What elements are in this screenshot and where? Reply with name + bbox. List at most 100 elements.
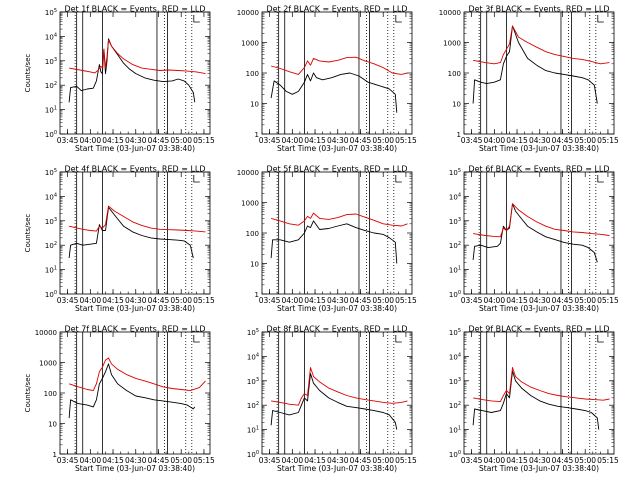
y-tick-label: 1 [457, 131, 461, 139]
plot-frame [59, 171, 211, 295]
x-tick-label: 05:15 [395, 136, 417, 145]
y-tick-label: 101 [449, 426, 461, 435]
x-tick-label: 05:15 [597, 296, 619, 305]
x-tick-label: 05:00 [170, 456, 192, 465]
panel-title: Det 3f BLACK = Events, RED = LLD [468, 5, 609, 14]
x-tick-label: 03:45 [259, 136, 281, 145]
x-tick-label: 04:45 [350, 296, 372, 305]
x-axis-label: Start Time (03-Jun-07 03:38:40) [479, 464, 599, 473]
y-tick-label: 100 [246, 230, 259, 238]
y-tick-label: 102 [247, 401, 259, 410]
x-tick-label: 04:15 [506, 296, 528, 305]
x-tick-label: 05:00 [170, 136, 192, 145]
x-axis-label: Start Time (03-Jun-07 03:38:40) [277, 464, 397, 473]
y-tick-label: 100 [45, 290, 57, 299]
series-group [270, 212, 408, 264]
x-tick-label: 04:30 [125, 456, 147, 465]
events-series-line [270, 373, 398, 430]
lld-series-line [270, 56, 408, 75]
x-tick-label: 04:15 [304, 296, 326, 305]
lld-series-line [271, 367, 408, 406]
x-tick-label: 04:45 [148, 136, 170, 145]
y-tick-label: 1000 [443, 40, 461, 48]
y-tick-label: 100 [44, 390, 57, 398]
x-tick-label: 03:45 [259, 456, 281, 465]
x-axis-label: Start Time (03-Jun-07 03:38:40) [277, 304, 397, 313]
lld-series-line [473, 25, 610, 65]
y-tick-label: 100 [246, 70, 259, 78]
x-tick-label: 04:30 [327, 136, 349, 145]
panel-title: Det 1f BLACK = Events, RED = LLD [64, 5, 205, 14]
x-tick-label: 04:30 [529, 296, 551, 305]
y-tick-label: 100 [448, 70, 461, 78]
x-tick-label: 04:30 [125, 136, 147, 145]
lld-series-line [270, 212, 408, 227]
x-axis-label: Start Time (03-Jun-07 03:38:40) [479, 304, 599, 313]
marker-lines [74, 172, 193, 294]
y-tick-label: 100 [449, 450, 461, 459]
y-tick-label: 103 [45, 217, 57, 226]
events-series-line [472, 25, 598, 104]
series-group [472, 203, 610, 263]
x-tick-label: 03:45 [57, 136, 79, 145]
plot-frame [463, 331, 615, 455]
y-tick-label: 1 [255, 131, 259, 139]
y-axis-label: Counts/sec [24, 54, 32, 93]
x-tick-label: 05:00 [574, 456, 596, 465]
x-tick-label: 05:00 [372, 456, 394, 465]
y-tick-label: 10000 [237, 169, 259, 177]
y-tick-label: 104 [247, 352, 259, 361]
bracket-marker [193, 335, 200, 343]
y-tick-label: 1 [53, 451, 57, 459]
bracket-marker [193, 175, 200, 183]
lld-series-line [69, 39, 206, 75]
y-tick-label: 101 [449, 266, 461, 275]
y-tick-label: 102 [449, 401, 461, 410]
panel-title: Det 6f BLACK = Events, RED = LLD [468, 165, 609, 174]
y-tick-label: 101 [45, 106, 57, 115]
x-axis-label: Start Time (03-Jun-07 03:38:40) [75, 464, 195, 473]
panel-title: Det 4f BLACK = Events, RED = LLD [64, 165, 205, 174]
y-tick-label: 105 [45, 8, 57, 17]
y-tick-label: 1000 [241, 40, 259, 48]
y-tick-label: 105 [247, 328, 259, 337]
series-group [472, 367, 610, 430]
x-tick-label: 05:15 [395, 456, 417, 465]
x-tick-label: 04:30 [125, 296, 147, 305]
x-tick-label: 04:00 [79, 296, 101, 305]
x-tick-label: 04:00 [79, 136, 101, 145]
x-tick-label: 05:15 [395, 296, 417, 305]
x-tick-label: 04:15 [506, 136, 528, 145]
marker-lines [74, 332, 193, 454]
x-tick-label: 04:30 [529, 136, 551, 145]
x-tick-label: 05:00 [372, 296, 394, 305]
panel-title: Det 5f BLACK = Events, RED = LLD [266, 165, 407, 174]
y-tick-label: 10000 [237, 9, 259, 17]
x-tick-label: 05:15 [597, 136, 619, 145]
y-tick-label: 1000 [39, 360, 57, 368]
panel-title: Det 7f BLACK = Events, RED = LLD [64, 325, 205, 334]
x-tick-label: 04:45 [148, 296, 170, 305]
series-group [68, 357, 206, 419]
x-tick-label: 04:15 [506, 456, 528, 465]
series-group [68, 38, 206, 103]
y-tick-label: 103 [45, 57, 57, 66]
x-tick-label: 04:15 [102, 296, 124, 305]
x-tick-label: 05:15 [193, 136, 215, 145]
x-tick-label: 04:45 [552, 136, 574, 145]
x-tick-label: 03:45 [461, 296, 483, 305]
x-tick-label: 05:00 [372, 136, 394, 145]
x-tick-label: 04:00 [483, 456, 505, 465]
x-tick-label: 03:45 [57, 456, 79, 465]
plot-frame [261, 331, 413, 455]
x-tick-label: 04:00 [483, 296, 505, 305]
y-tick-label: 102 [45, 81, 57, 90]
y-tick-label: 10 [250, 261, 259, 269]
x-tick-label: 05:00 [574, 296, 596, 305]
